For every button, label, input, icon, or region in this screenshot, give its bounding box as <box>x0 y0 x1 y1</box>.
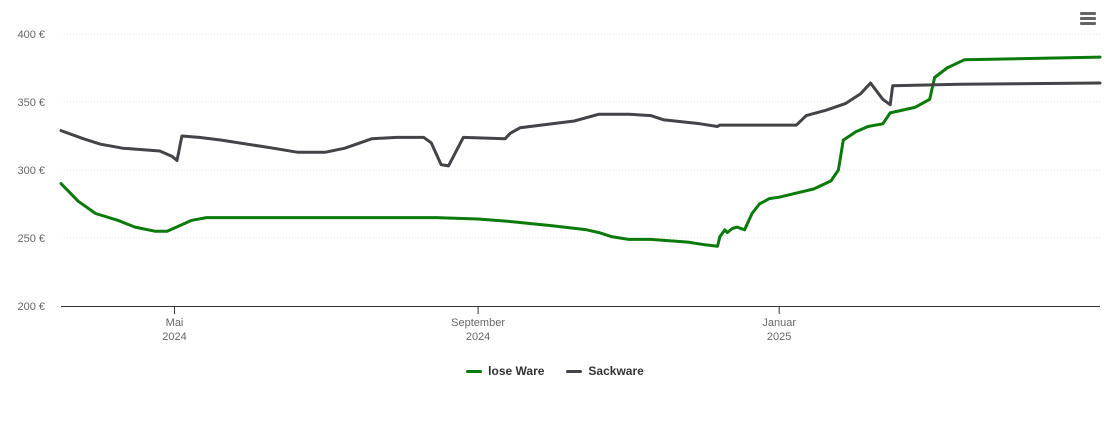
legend-label: Sackware <box>588 364 644 378</box>
y-tick-label: 250 € <box>17 233 45 245</box>
x-axis: Mai 2024 September 2024 Januar 2025 <box>162 306 796 343</box>
series-line-sackware <box>59 81 1102 168</box>
grid <box>61 33 1100 239</box>
y-tick-label: 400 € <box>17 29 45 41</box>
y-tick-label: 200 € <box>17 301 45 313</box>
legend-swatch-sackware <box>566 369 583 373</box>
legend: lose Ware Sackware <box>0 364 1110 378</box>
x-tick-label: Januar <box>762 317 796 329</box>
x-tick-year-label: 2024 <box>162 331 186 343</box>
legend-swatch-lose-ware <box>466 369 483 373</box>
x-tick-year-label: 2024 <box>466 331 490 343</box>
legend-item-lose-ware[interactable]: lose Ware <box>466 364 544 378</box>
y-tick-label: 350 € <box>17 97 45 109</box>
x-tick-label: September <box>451 317 505 329</box>
x-tick-label: Mai <box>166 317 184 329</box>
y-tick-label: 300 € <box>17 165 45 177</box>
x-tick-year-label: 2025 <box>767 331 791 343</box>
legend-label: lose Ware <box>488 364 545 378</box>
series-line-lose-ware <box>59 55 1102 248</box>
y-axis: 200 € 250 € 300 € 350 € 400 € <box>17 29 45 313</box>
legend-item-sackware[interactable]: Sackware <box>566 364 644 378</box>
chart-menu-icon[interactable] <box>1078 12 1098 30</box>
series <box>59 55 1102 248</box>
